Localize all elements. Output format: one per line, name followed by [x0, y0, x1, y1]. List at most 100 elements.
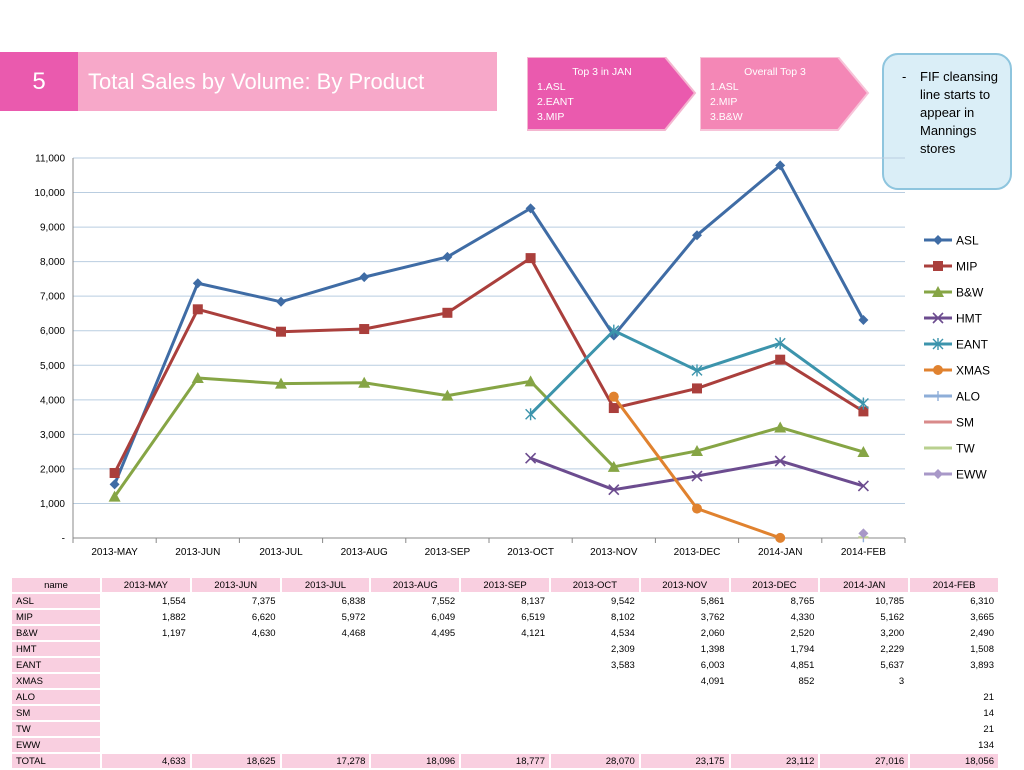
- legend-label: EANT: [956, 338, 989, 352]
- data-point-asl: [858, 315, 869, 326]
- slide-number: 5: [0, 52, 78, 111]
- x-tick-label: 2013-SEP: [425, 547, 471, 558]
- callout-heading: Top 3 in JAN: [572, 66, 632, 78]
- table-header-cell: 2013-OCT: [550, 578, 639, 592]
- table-cell: [820, 722, 908, 736]
- data-point-b-w: [607, 460, 620, 472]
- table-cell: [551, 706, 639, 720]
- table-header-cell: 2014-JAN: [820, 578, 909, 592]
- data-point-b-w: [191, 372, 204, 384]
- table-cell: [551, 722, 639, 736]
- legend-label: ALO: [956, 390, 980, 404]
- table-cell: [192, 642, 280, 656]
- table-cell: 6,049: [431, 611, 456, 623]
- table-cell: 3: [898, 675, 905, 687]
- table-total-row: TOTAL 4,633 18,625 17,278 18,096 18,777 28,070…: [12, 754, 998, 768]
- total-cell: 18,096: [371, 754, 460, 768]
- callout-item: 2.EANT: [537, 96, 574, 108]
- table-cell: 852: [798, 675, 815, 687]
- table-cell: [461, 642, 549, 656]
- row-label: ALO: [12, 690, 100, 704]
- table-cell: [282, 642, 370, 656]
- legend-label: HMT: [956, 312, 983, 326]
- table-cell: 1,554: [162, 595, 186, 607]
- callout-item: 3.B&W: [710, 111, 743, 123]
- y-tick-label: 11,000: [35, 154, 65, 165]
- table-cell: 5,861: [700, 595, 725, 607]
- data-point-asl: [276, 296, 286, 307]
- table-cell: [371, 642, 459, 656]
- table-row: EWW 134: [12, 738, 998, 752]
- table-cell: [192, 706, 280, 720]
- table-cell: 1,398: [700, 643, 725, 655]
- table-cell: 4,851: [790, 659, 815, 671]
- table-cell: 3,200: [880, 627, 905, 639]
- data-point-asl: [692, 230, 702, 241]
- table-cell: [102, 738, 190, 752]
- data-point-asl: [442, 251, 453, 262]
- legend-label: SM: [956, 416, 974, 430]
- table-cell: [731, 690, 819, 704]
- table-cell: 3,665: [970, 611, 994, 623]
- data-point-b-w: [275, 377, 287, 389]
- data-point-xmas: [692, 503, 702, 514]
- table-cell: [192, 722, 280, 736]
- data-point-mip: [692, 383, 702, 394]
- table-cell: 6,003: [700, 659, 725, 671]
- table-cell: 6,519: [521, 611, 545, 623]
- table-cell: 4,630: [251, 627, 276, 639]
- table-header-cell: 2013-JUN: [191, 578, 280, 592]
- table-header-cell: 2013-DEC: [730, 578, 819, 592]
- page-title: Total Sales by Volume: By Product: [78, 52, 497, 111]
- table-header-cell: 2013-JUL: [281, 578, 370, 592]
- table-cell: 4,534: [611, 627, 635, 639]
- series-line-b-w: [113, 376, 864, 498]
- page-title-text: Total Sales by Volume: By Product: [88, 68, 425, 94]
- table-cell: 2,520: [790, 627, 815, 639]
- total-cell: 23,112: [730, 754, 819, 768]
- x-tick-label: 2013-JUN: [175, 547, 220, 558]
- table-cell: [461, 690, 549, 704]
- table-header-cell: 2013-NOV: [640, 578, 729, 592]
- sales-data-table: name 2013-MAY 2013-JUN 2013-JUL 2013-AUG 2013…: [10, 576, 1000, 770]
- y-tick-label: 1,000: [40, 499, 65, 510]
- data-point-mip: [359, 324, 370, 335]
- table-cell: [461, 706, 549, 720]
- table-cell: 9,542: [611, 595, 635, 607]
- total-cell: 18,056: [910, 754, 998, 768]
- table-cell: [641, 690, 729, 704]
- note-bullet: -: [902, 69, 907, 84]
- total-cell: 23,175: [640, 754, 729, 768]
- legend-label: ASL: [956, 234, 979, 248]
- table-cell: [371, 722, 459, 736]
- data-point-b-w: [691, 444, 703, 456]
- table-cell: 6,310: [970, 595, 994, 607]
- table-cell: [192, 690, 280, 704]
- table-cell: [282, 674, 370, 688]
- table-cell: 2,490: [970, 627, 994, 639]
- data-point-asl: [775, 160, 786, 171]
- table-cell: [371, 706, 459, 720]
- legend-label: XMAS: [956, 364, 990, 378]
- table-cell: 3,893: [970, 659, 994, 671]
- table-cell: 2,309: [611, 643, 635, 655]
- data-point-mip: [775, 354, 786, 365]
- y-tick-label: 6,000: [40, 326, 65, 337]
- data-point-eant: [525, 408, 537, 421]
- sales-line-chart: - 1,000 2,000 3,000 4,000 5,000 6,000 7,000 8,00…: [34, 154, 990, 559]
- y-tick-label: 8,000: [40, 257, 65, 268]
- table-cell: 5,972: [341, 611, 366, 623]
- total-cell: 17,278: [281, 754, 370, 768]
- table-row: B&W 1,197 4,630 4,468 4,495 4,121 4,534 2,060 2,…: [12, 626, 998, 640]
- y-tick-label: 4,000: [40, 395, 65, 406]
- callout-item: 1.ASL: [710, 81, 739, 93]
- table-row: XMAS 4,091 852 3: [12, 674, 998, 688]
- callout-item: 3.MIP: [537, 111, 565, 123]
- table-cell: 4,495: [431, 627, 456, 639]
- data-point-b-w: [857, 445, 870, 457]
- row-label: MIP: [12, 610, 100, 624]
- table-cell: [641, 722, 729, 736]
- table-cell: 5,637: [880, 659, 905, 671]
- data-point-hmt: [608, 484, 620, 496]
- table-cell: [910, 674, 998, 688]
